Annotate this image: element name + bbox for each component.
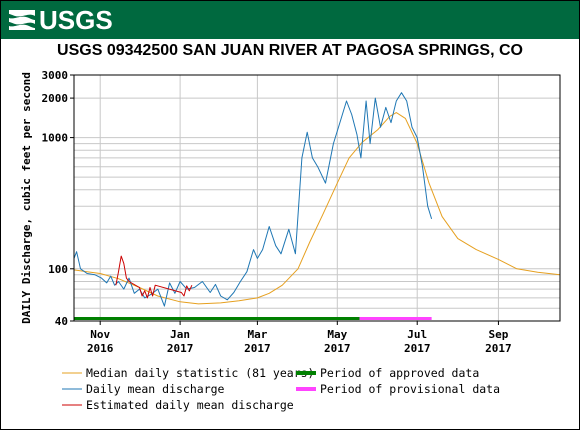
legend-label: Period of provisional data [320, 382, 500, 396]
x-tick-month: Mar [247, 328, 267, 341]
x-tick-year: 2017 [244, 342, 271, 355]
x-tick-year: 2016 [87, 342, 114, 355]
chart-title: USGS 09342500 SAN JUAN RIVER AT PAGOSA S… [57, 42, 523, 59]
x-tick-month: Nov [90, 328, 110, 341]
y-tick-label: 40 [55, 315, 68, 328]
legend-label: Estimated daily mean discharge [86, 398, 294, 412]
x-tick-year: 2017 [404, 342, 431, 355]
y-axis-ticks: 40 100 1000 2000 3000 [42, 69, 74, 328]
x-tick-year: 2017 [485, 342, 512, 355]
x-tick-year: 2017 [167, 342, 194, 355]
series-lines [73, 92, 561, 307]
series-line-2 [73, 92, 433, 307]
grid-lines [74, 74, 560, 322]
legend: Median daily statistic (81 years) Daily m… [62, 366, 500, 412]
usgs-logo-text: USGS [39, 5, 113, 35]
plot-area-border [73, 74, 561, 322]
legend-label: Period of approved data [320, 366, 479, 380]
agency-banner: USGS [1, 1, 579, 39]
y-axis-label: DAILY Discharge, cubic feet per second [20, 72, 33, 324]
usgs-logo: USGS [7, 6, 113, 34]
period-bar [359, 317, 432, 320]
legend-label: Daily mean discharge [86, 382, 225, 396]
usgs-wave-icon [9, 10, 35, 30]
y-tick-label: 2000 [42, 92, 69, 105]
y-tick-label: 1000 [42, 132, 69, 145]
legend-label: Median daily statistic (81 years) [86, 366, 314, 380]
x-tick-month: May [327, 328, 347, 341]
x-axis-ticks: Nov2016Jan2017Mar2017May2017Jul2017Sep20… [87, 321, 512, 355]
y-tick-label: 3000 [42, 69, 69, 82]
series-line-1 [73, 112, 561, 305]
x-tick-month: Sep [488, 328, 508, 341]
legend-swatch [296, 387, 316, 391]
x-tick-month: Jul [407, 328, 427, 341]
period-bar [74, 317, 360, 320]
x-tick-month: Jan [170, 328, 190, 341]
y-tick-label: 100 [48, 263, 68, 276]
series-line-3 [115, 255, 193, 299]
x-tick-year: 2017 [324, 342, 351, 355]
data-period-bars [74, 317, 432, 320]
legend-swatch [296, 371, 316, 375]
